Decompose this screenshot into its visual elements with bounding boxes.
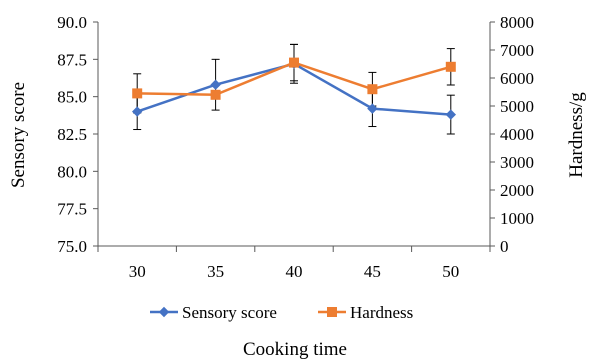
y-left-tick-label: 90.0 bbox=[57, 13, 87, 32]
hardness-point bbox=[210, 89, 221, 100]
sensory-score-point bbox=[210, 79, 221, 90]
legend: Sensory score Hardness bbox=[150, 303, 413, 322]
y-right-tick-label: 8000 bbox=[500, 13, 534, 32]
tick-labels: 75.0 77.5 80.0 82.5 85.0 87.5 90.0 0 1000 2000 300… bbox=[57, 13, 534, 281]
legend-marker-sensory-score bbox=[158, 306, 170, 318]
sensory-score-point bbox=[367, 103, 378, 114]
y-right-tick-label: 5000 bbox=[500, 97, 534, 116]
x-tick-label: 35 bbox=[207, 262, 224, 281]
hardness-point bbox=[367, 84, 378, 95]
y-left-tick-label: 77.5 bbox=[57, 200, 87, 219]
y-left-tick-label: 87.5 bbox=[57, 50, 87, 69]
hardness-point bbox=[445, 61, 456, 72]
legend-label-hardness: Hardness bbox=[350, 303, 413, 322]
hardness-point bbox=[132, 88, 143, 99]
y-right-tick-label: 6000 bbox=[500, 69, 534, 88]
y-right-tick-label: 3000 bbox=[500, 153, 534, 172]
x-axis-label: Cooking time bbox=[243, 339, 347, 360]
y-right-tick-label: 7000 bbox=[500, 41, 534, 60]
hardness-point bbox=[289, 57, 299, 68]
y-left-tick-label: 80.0 bbox=[57, 162, 87, 181]
x-tick-label: 45 bbox=[364, 262, 381, 281]
y-left-tick-label: 85.0 bbox=[57, 88, 87, 107]
y-right-tick-label: 0 bbox=[500, 237, 509, 256]
legend-label-sensory-score: Sensory score bbox=[182, 303, 277, 322]
y-axis-label-right: Hardness/g bbox=[566, 92, 587, 178]
y-right-tick-label: 4000 bbox=[500, 125, 534, 144]
y-axis-label-left: Sensory score bbox=[8, 82, 29, 188]
x-tick-label: 30 bbox=[129, 262, 146, 281]
y-left-tick-label: 82.5 bbox=[57, 125, 87, 144]
series-group bbox=[131, 57, 457, 120]
axes bbox=[93, 21, 495, 252]
sensory-score-point bbox=[445, 109, 457, 120]
sensory-score-point bbox=[131, 106, 143, 117]
x-tick-label: 50 bbox=[442, 262, 459, 281]
y-right-tick-label: 2000 bbox=[500, 181, 534, 200]
y-right-tick-label: 1000 bbox=[500, 209, 534, 228]
x-tick-label: 40 bbox=[286, 262, 303, 281]
legend-marker-hardness bbox=[327, 307, 337, 317]
y-left-tick-label: 75.0 bbox=[57, 237, 87, 256]
